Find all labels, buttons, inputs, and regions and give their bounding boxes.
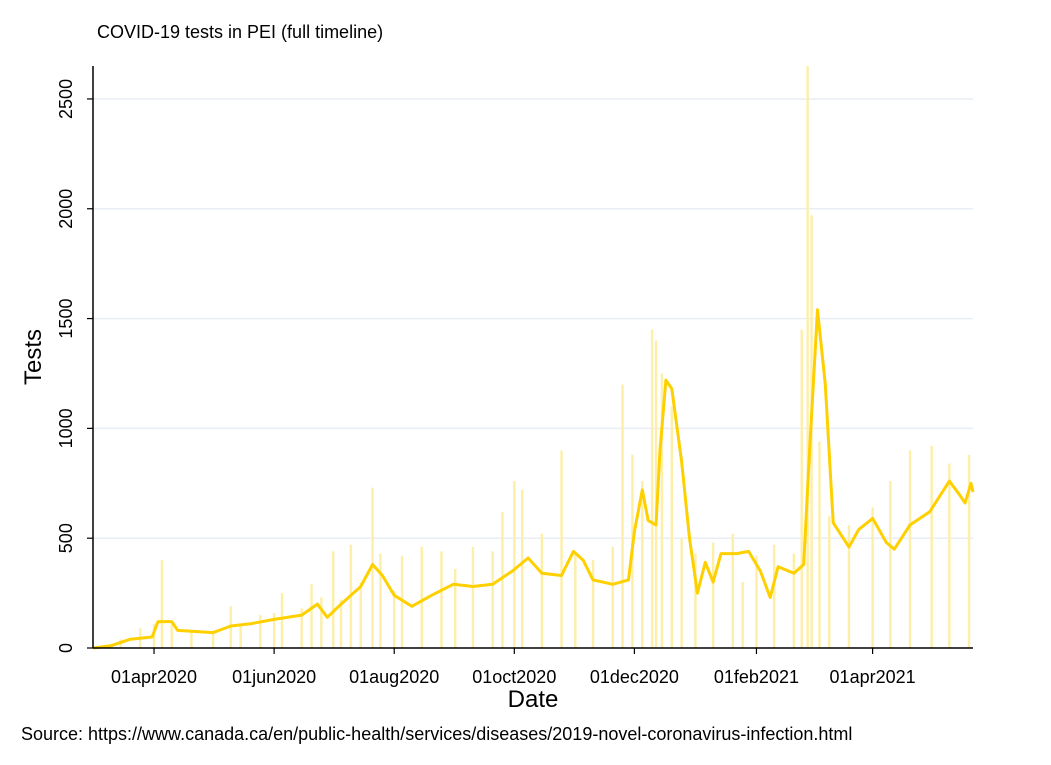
bar [393,590,396,648]
bar [371,487,374,648]
bar [190,632,193,648]
bar [847,525,851,648]
bar [320,597,323,648]
bar [930,445,933,648]
bar [694,553,697,648]
bar-series [99,66,971,649]
bar [560,450,563,648]
x-tick-label: 01oct2020 [472,667,556,687]
rolling-average-line [92,308,975,650]
bar [513,481,516,648]
y-tick-label: 2000 [56,189,76,229]
bar [650,329,654,648]
y-tick-label: 2500 [56,79,76,119]
bar [611,546,614,648]
bar [331,551,335,648]
bar [310,584,313,648]
source-note: Source: https://www.canada.ca/en/public-… [21,724,852,744]
bar [440,551,443,648]
bar [828,516,831,648]
bar [491,551,494,648]
x-tick-label: 01apr2020 [111,667,197,687]
bar [711,542,715,648]
bar [160,560,164,648]
bar [621,384,624,648]
bar [641,481,644,648]
bar [741,582,744,648]
bar [170,623,173,648]
bar [967,454,971,648]
bar [654,340,658,648]
bar [660,373,664,648]
bar [755,555,758,648]
bar [471,546,475,648]
bar [818,441,821,648]
y-axis-title: Tests [20,329,47,385]
bar [680,538,683,648]
bar [540,533,544,648]
bar [259,615,262,648]
x-tick-label: 01dec2020 [590,667,679,687]
bar [339,599,343,648]
bar [800,329,803,648]
bar [239,623,242,648]
bar [520,489,524,648]
bar [379,553,382,648]
x-tick-label: 01aug2020 [349,667,439,687]
bar [792,553,796,648]
bar [359,582,362,648]
x-axis-title: Date [508,686,559,713]
bar [731,533,735,648]
y-tick-label: 1000 [56,408,76,448]
y-ticks: 0 500 1000 1500 2000 2500 [56,79,93,653]
bar [280,593,284,648]
bar [591,560,595,648]
bar [454,568,457,648]
bar [272,612,276,648]
y-tick-label: 500 [56,523,76,553]
gridlines [93,98,973,539]
chart-title: COVID-19 tests in PEI (full timeline) [97,22,383,42]
bar [889,481,892,648]
bar [948,463,951,648]
bar [574,553,577,648]
x-ticks: 01apr2020 01jun2020 01aug2020 01oct2020 01de… [111,648,916,687]
bar [211,630,215,648]
bar [501,511,504,648]
line-series [92,308,975,650]
x-tick-label: 01feb2021 [714,667,799,687]
y-tick-label: 1500 [56,299,76,339]
y-tick-label: 0 [56,643,76,653]
bar [871,507,874,648]
bar [300,608,303,648]
bar [420,546,423,648]
bar [772,544,776,648]
bar [670,406,673,648]
bar [806,66,809,648]
x-tick-label: 01jun2020 [232,667,316,687]
bar [908,450,912,648]
x-tick-label: 01apr2021 [830,667,916,687]
